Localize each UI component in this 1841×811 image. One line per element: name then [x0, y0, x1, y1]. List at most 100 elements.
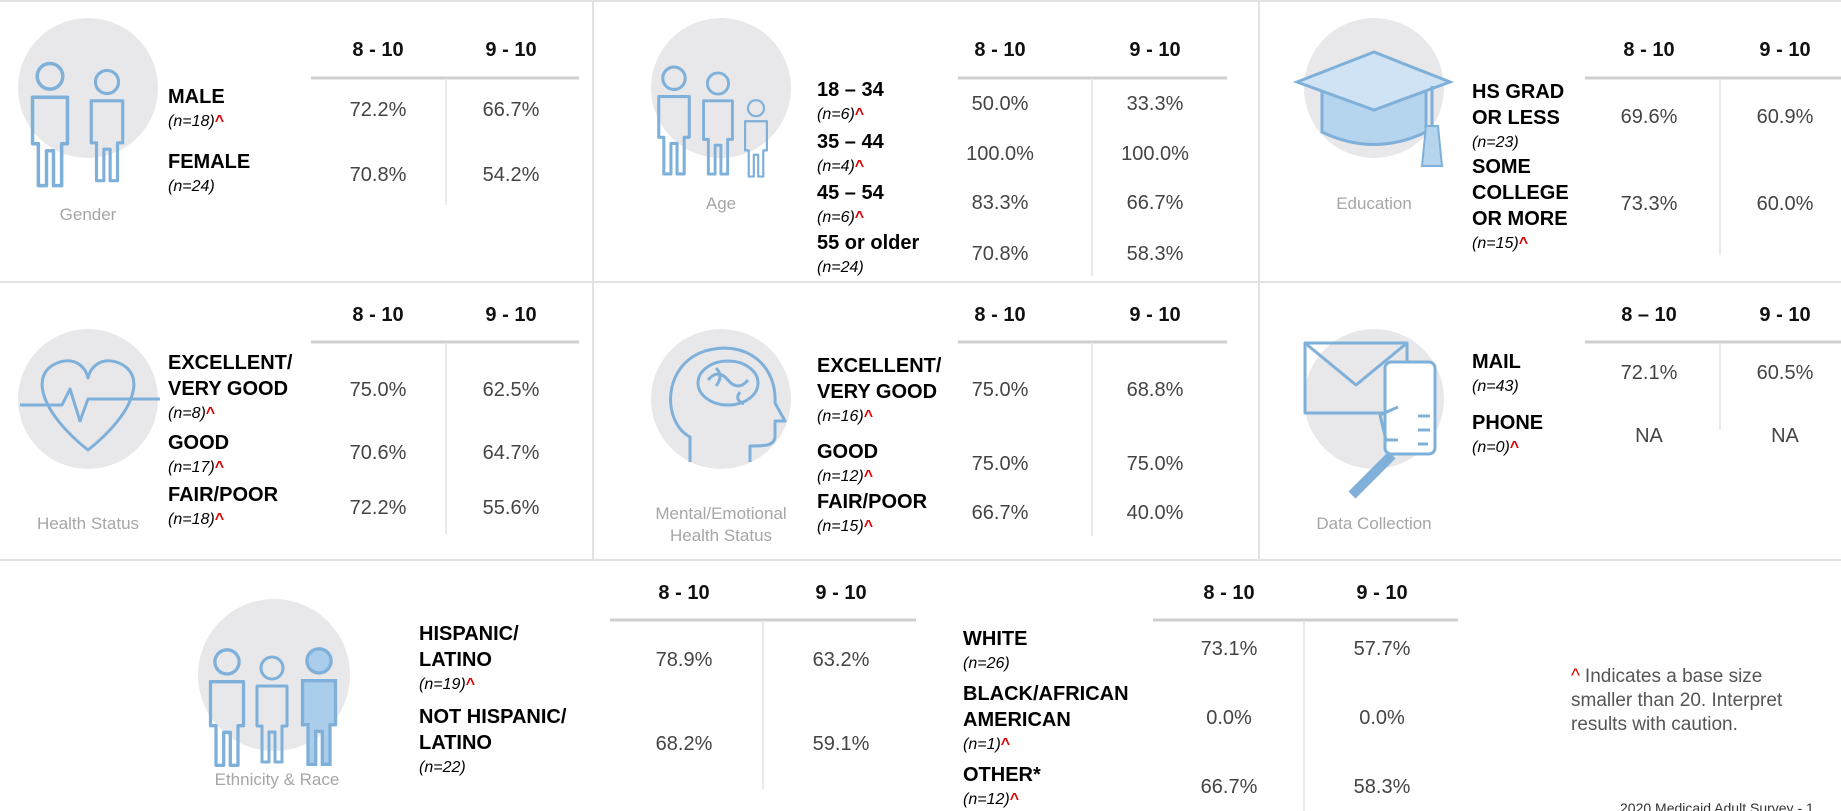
- base-size: (n=15)^: [1472, 232, 1569, 256]
- column-header: 8 - 10: [974, 39, 1026, 61]
- cell-value: 100.0%: [1121, 143, 1189, 165]
- base-size: (n=6)^: [817, 103, 884, 127]
- cell-value: 33.3%: [1126, 93, 1184, 115]
- cell-value: 69.6%: [1620, 106, 1678, 128]
- cell-value: 68.8%: [1126, 379, 1184, 401]
- caution-mark: ^: [465, 676, 476, 693]
- footnote-mark: ^: [1571, 666, 1580, 687]
- row-label: MAIL (n=43): [1472, 349, 1521, 399]
- column-header: 8 - 10: [1623, 39, 1675, 61]
- row-name: VERY GOOD: [168, 378, 289, 400]
- caution-mark: ^: [205, 405, 216, 422]
- row-name: OR LESS: [1472, 107, 1560, 129]
- icon-label: Health Status: [669, 526, 773, 545]
- row-name: LATINO: [419, 649, 492, 671]
- cell-value: 100.0%: [966, 143, 1034, 165]
- row-label: MALE (n=18)^: [168, 84, 225, 134]
- base-size-n: (n=18): [168, 511, 215, 528]
- base-size: (n=24): [168, 175, 250, 199]
- cell-value: 75.0%: [971, 453, 1029, 475]
- row-name: HISPANIC/: [419, 623, 519, 645]
- row-name: 55 or older: [817, 232, 920, 254]
- column-header: 9 - 10: [485, 39, 537, 61]
- base-size: (n=18)^: [168, 508, 278, 532]
- base-size-n: (n=22): [419, 759, 466, 776]
- cell-value: 66.7%: [1200, 776, 1258, 798]
- icon-label: Education: [1336, 194, 1412, 213]
- row-name: OR MORE: [1472, 208, 1568, 230]
- row-name: LATINO: [419, 732, 492, 754]
- base-size: (n=19)^: [419, 673, 519, 697]
- base-size: (n=17)^: [168, 456, 229, 480]
- cell-value: 0.0%: [1206, 707, 1252, 729]
- base-size-n: (n=15): [1472, 235, 1519, 252]
- cell-value: 72.2%: [349, 99, 407, 121]
- cell-value: 68.2%: [655, 733, 713, 755]
- cell-value: 75.0%: [349, 379, 407, 401]
- base-size-n: (n=19): [419, 676, 466, 693]
- base-size: (n=16)^: [817, 405, 941, 429]
- base-size-n: (n=15): [817, 518, 864, 535]
- caution-mark: ^: [214, 459, 225, 476]
- icon-label: Gender: [59, 205, 117, 224]
- base-size: (n=26): [963, 652, 1027, 676]
- base-size: (n=1)^: [963, 733, 1129, 757]
- caution-mark: ^: [863, 518, 874, 535]
- row-label: FEMALE (n=24): [168, 149, 250, 199]
- base-size-n: (n=12): [817, 468, 864, 485]
- caution-mark: ^: [214, 113, 225, 130]
- cell-value: 66.7%: [1126, 192, 1184, 214]
- base-size: (n=24): [817, 256, 919, 280]
- column-header: 8 – 10: [1621, 304, 1677, 326]
- icon-label: Mental/Emotional: [655, 504, 787, 523]
- cell-value: 57.7%: [1353, 638, 1411, 660]
- base-size-n: (n=17): [168, 459, 215, 476]
- cell-value: 60.5%: [1756, 362, 1814, 384]
- row-label: FAIR/POOR (n=18)^: [168, 482, 278, 532]
- footnote-text: smaller than 20. Interpret: [1571, 690, 1783, 711]
- row-name: OTHER*: [963, 764, 1041, 786]
- cell-value: 72.1%: [1620, 362, 1678, 384]
- footnote-text: results with caution.: [1571, 714, 1738, 735]
- cell-value: 72.2%: [349, 497, 407, 519]
- cell-value: 73.1%: [1200, 638, 1258, 660]
- caution-mark: ^: [854, 158, 865, 175]
- base-size: (n=0)^: [1472, 436, 1543, 460]
- column-header: 8 - 10: [974, 304, 1026, 326]
- icon-label: Ethnicity & Race: [214, 770, 340, 789]
- cell-value: 66.7%: [971, 502, 1029, 524]
- row-name: VERY GOOD: [817, 381, 938, 403]
- cell-value: NA: [1771, 425, 1799, 447]
- row-name: FEMALE: [168, 151, 251, 173]
- column-header: 8 - 10: [352, 39, 404, 61]
- cell-value: 62.5%: [482, 379, 540, 401]
- row-name: SOME: [1472, 156, 1531, 178]
- cell-value: 66.7%: [482, 99, 540, 121]
- cell-value: 75.0%: [1126, 453, 1184, 475]
- cell-value: 58.3%: [1353, 776, 1411, 798]
- column-header: 9 - 10: [815, 582, 867, 604]
- row-name: FAIR/POOR: [817, 491, 928, 513]
- row-name: MALE: [168, 86, 225, 108]
- base-size-n: (n=1): [963, 736, 1001, 753]
- base-size-n: (n=23): [1472, 134, 1519, 151]
- cell-value: 58.3%: [1126, 243, 1184, 265]
- row-name: FAIR/POOR: [168, 484, 279, 506]
- base-size: (n=22): [419, 756, 566, 780]
- base-size-n: (n=26): [963, 655, 1010, 672]
- cell-value: 78.9%: [655, 649, 713, 671]
- row-label: EXCELLENT/VERY GOOD (n=16)^: [817, 353, 941, 429]
- footnote-line: results with caution.: [1571, 713, 1782, 737]
- cell-value: 60.9%: [1756, 106, 1814, 128]
- row-label: OTHER* (n=12)^: [963, 762, 1041, 811]
- base-size: (n=4)^: [817, 155, 884, 179]
- footnote-text: Indicates a base size: [1584, 666, 1763, 687]
- row-name: MAIL: [1472, 351, 1521, 373]
- footnote-line: ^ Indicates a base size: [1571, 665, 1782, 689]
- dividers: [0, 0, 1841, 561]
- caution-mark: ^: [1000, 736, 1011, 753]
- row-name: WHITE: [963, 628, 1028, 650]
- row-label: FAIR/POOR (n=15)^: [817, 489, 927, 539]
- row-label: 35 – 44 (n=4)^: [817, 129, 884, 179]
